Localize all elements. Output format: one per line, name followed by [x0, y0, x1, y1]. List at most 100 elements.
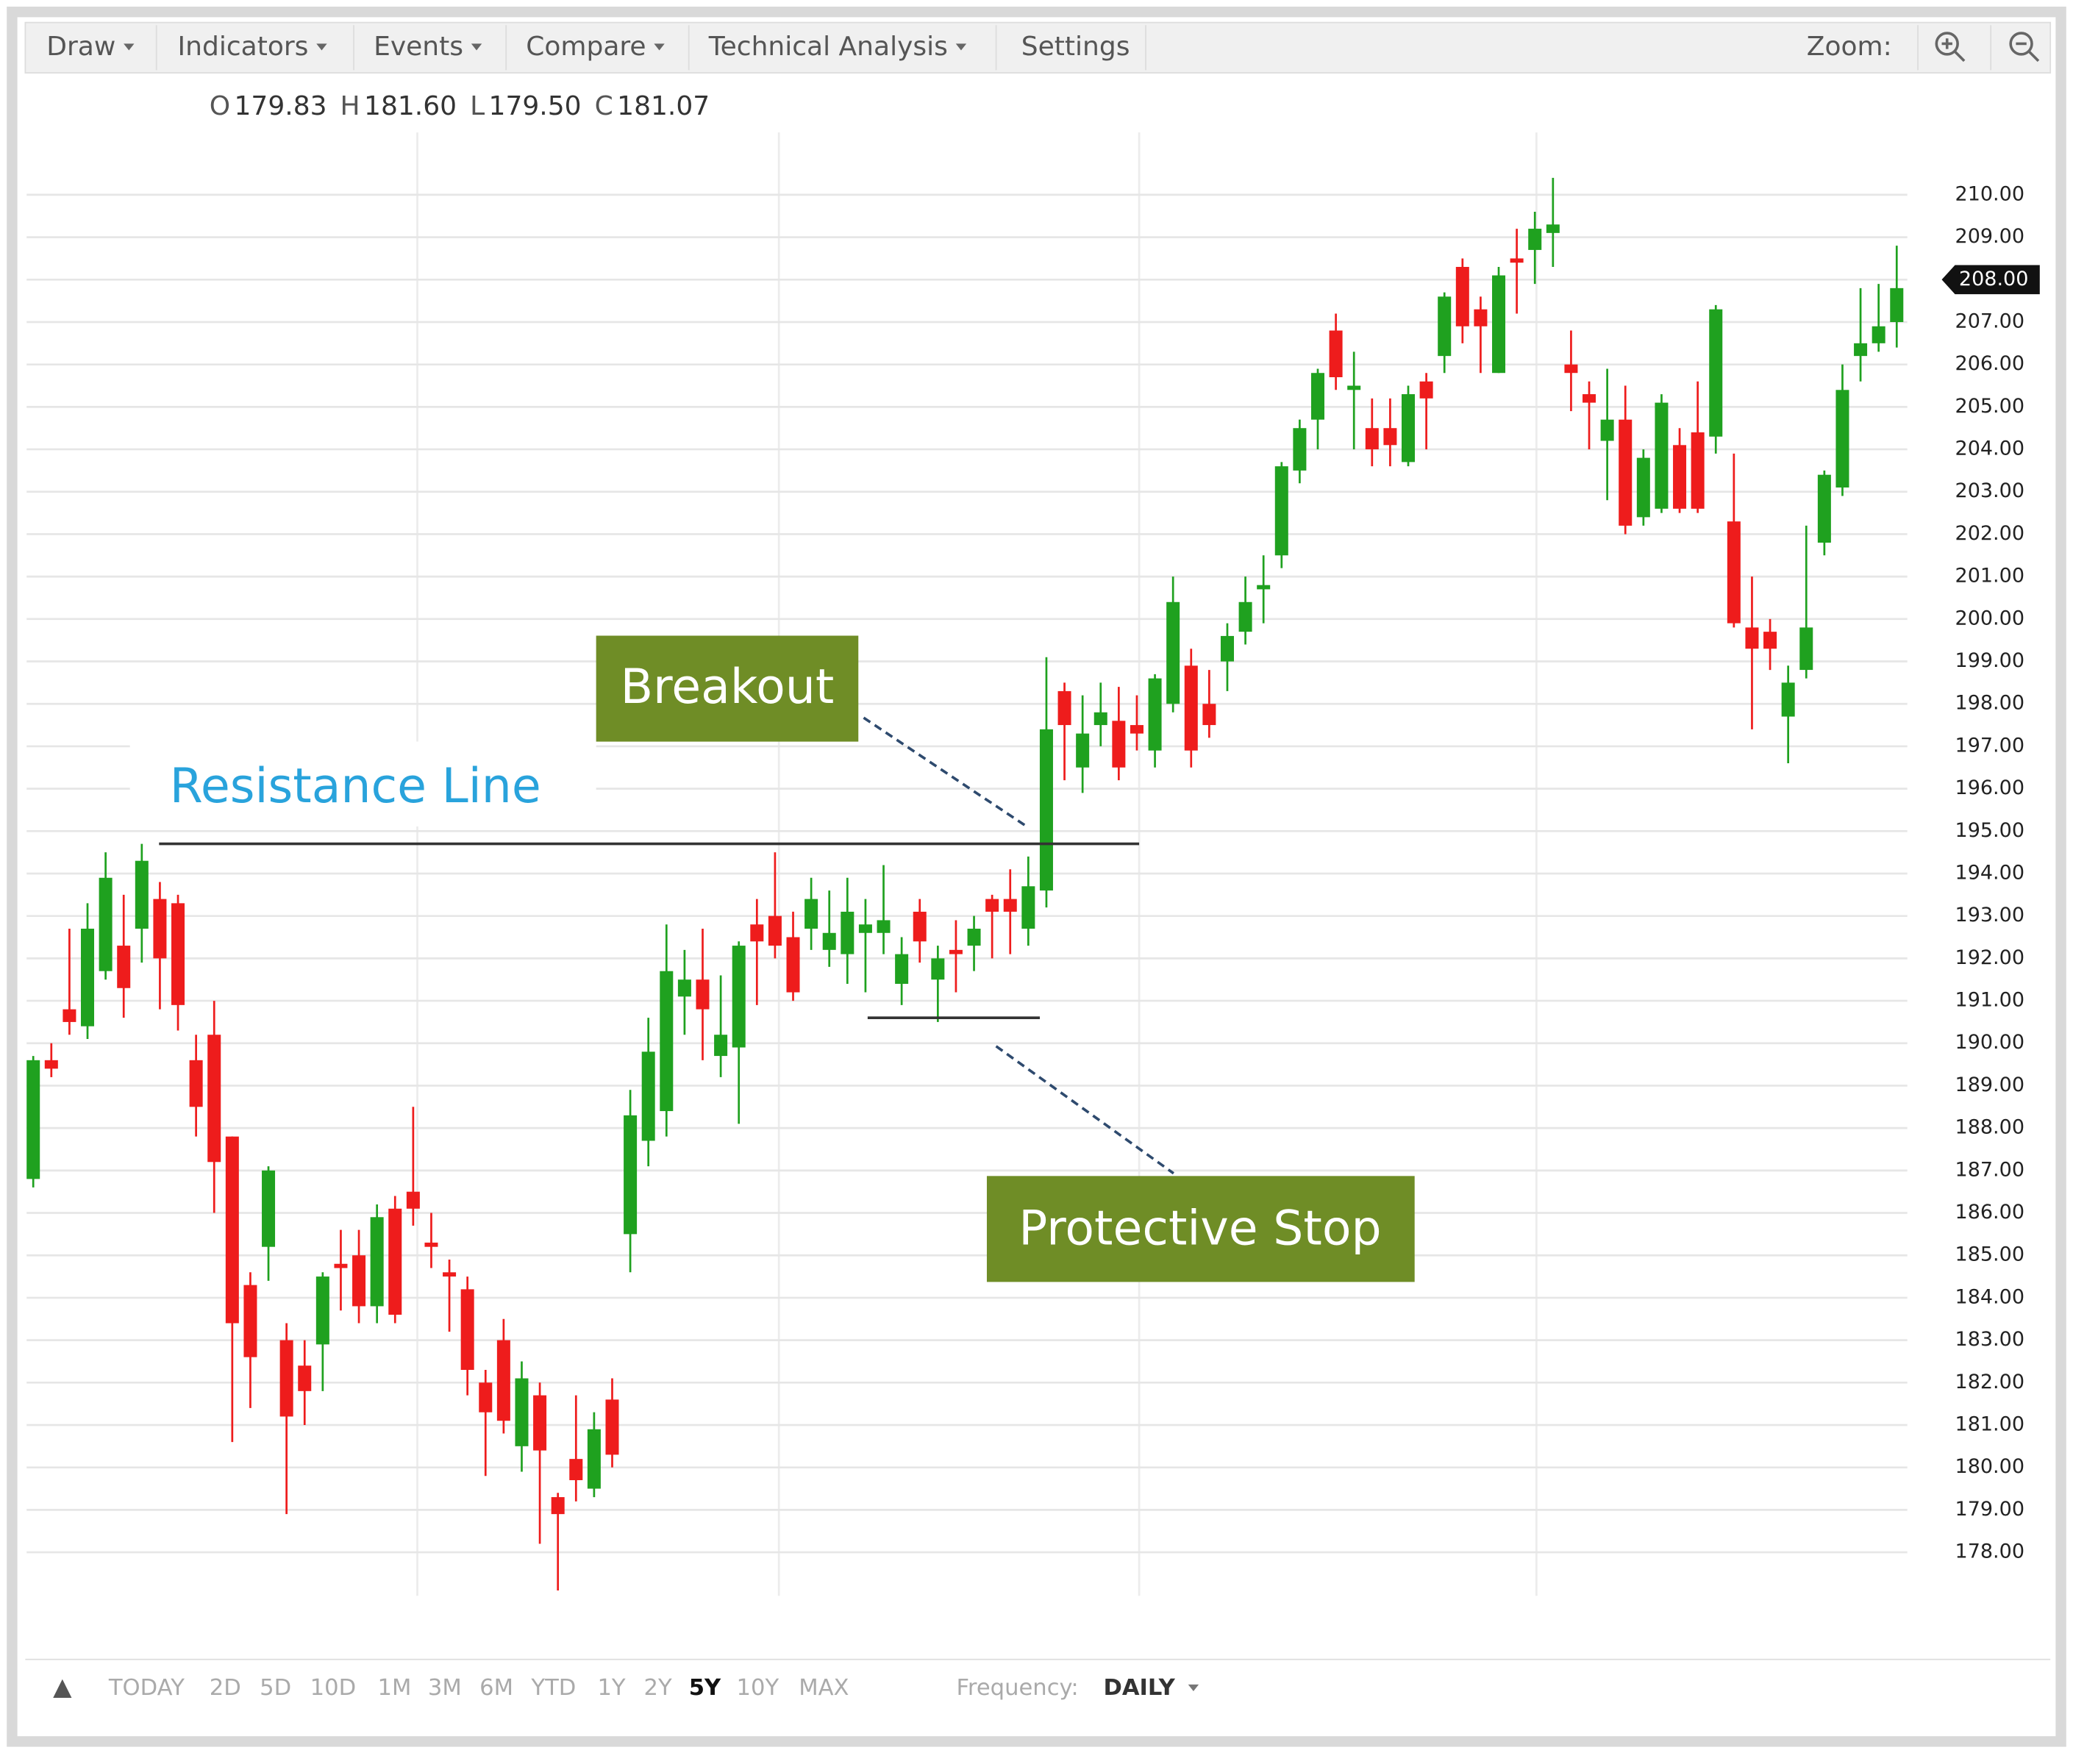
candle-body	[479, 1382, 493, 1413]
candle-body	[1184, 665, 1198, 751]
y-tick-label: 207.00	[1955, 310, 2024, 332]
candle-body	[1293, 428, 1307, 471]
dropdown-arrow	[124, 43, 135, 51]
candle-body	[1238, 601, 1252, 632]
candle-body	[388, 1208, 402, 1315]
candle-body	[768, 915, 782, 946]
y-tick-label: 180.00	[1955, 1455, 2024, 1478]
readout-value: 179.83	[235, 91, 327, 121]
candle-body	[1583, 394, 1596, 403]
zoom-out[interactable]	[2009, 32, 2040, 63]
candle-body	[1365, 428, 1379, 450]
candle-body	[99, 877, 113, 971]
dropdown-arrow	[955, 43, 967, 51]
range-button[interactable]: YTD	[530, 1675, 576, 1701]
candle-body	[1528, 229, 1542, 250]
candle-body	[298, 1365, 312, 1391]
candle-body	[153, 899, 167, 959]
y-tick-label: 202.00	[1955, 522, 2024, 545]
y-tick-label: 204.00	[1955, 438, 2024, 460]
candle-body	[1799, 627, 1813, 671]
y-tick-label: 182.00	[1955, 1371, 2024, 1393]
range-button[interactable]: 5D	[260, 1675, 291, 1701]
candle-body	[1130, 725, 1143, 734]
vertical-grid	[416, 132, 1538, 1596]
candle-body	[1763, 632, 1777, 649]
y-tick-label: 178.00	[1955, 1540, 2024, 1563]
candle-body	[1492, 275, 1506, 374]
candle-body	[1546, 224, 1560, 233]
candle-body	[1727, 521, 1741, 624]
candle-body	[1890, 288, 1904, 322]
candle-body	[135, 860, 149, 929]
candle-body	[496, 1340, 510, 1421]
dropdown-arrow	[654, 43, 665, 51]
candle-body	[569, 1459, 583, 1480]
candle-body	[750, 924, 764, 942]
toolbar	[24, 21, 2052, 74]
connector	[863, 716, 1027, 828]
candle-body	[1419, 381, 1433, 399]
candle-body	[841, 911, 854, 954]
candle-body	[1402, 394, 1416, 463]
range-button[interactable]: TODAY	[108, 1675, 185, 1701]
y-tick-label: 199.00	[1955, 649, 2024, 672]
candle-body	[822, 932, 836, 950]
range-button[interactable]: 6M	[479, 1675, 513, 1701]
y-tick-label: 196.00	[1955, 776, 2024, 799]
menu-item[interactable]: Events	[374, 32, 463, 62]
y-tick-label: 198.00	[1955, 692, 2024, 715]
candle-body	[533, 1395, 547, 1451]
candle-body	[1148, 678, 1162, 751]
last-price-badge	[1941, 265, 2040, 295]
candle-body	[1003, 899, 1017, 912]
y-tick-label: 200.00	[1955, 607, 2024, 629]
menu-item[interactable]: Draw	[46, 32, 115, 62]
candle-body	[1310, 373, 1325, 420]
range-button[interactable]: 3M	[428, 1675, 462, 1701]
range-button[interactable]: 5Y	[689, 1675, 721, 1701]
collapse-toggle[interactable]	[53, 1679, 72, 1698]
y-tick-label: 188.00	[1955, 1116, 2024, 1139]
dropdown-arrow	[316, 43, 327, 51]
y-tick-label: 193.00	[1955, 904, 2024, 926]
candle-body	[786, 937, 800, 993]
candle-body	[551, 1497, 565, 1515]
menu-item[interactable]: Indicators	[178, 32, 309, 62]
candle-body	[605, 1399, 619, 1455]
frequency[interactable]: DAILY	[1103, 1675, 1175, 1701]
stop-box	[986, 1176, 1415, 1282]
candle-body	[1220, 635, 1234, 662]
menu-item[interactable]: Technical Analysis	[708, 32, 948, 62]
candle-body	[370, 1217, 384, 1307]
range-button[interactable]: 1M	[377, 1675, 411, 1701]
range-button[interactable]: MAX	[799, 1675, 849, 1701]
candle-body	[1564, 364, 1578, 374]
candle-body	[1817, 474, 1831, 543]
y-tick-label: 191.00	[1955, 989, 2024, 1012]
range-button[interactable]: 10Y	[737, 1675, 779, 1701]
readout-label: H	[340, 91, 360, 121]
annotations: Resistance Line Breakout Protective Stop	[129, 635, 1415, 1282]
y-tick-label: 189.00	[1955, 1074, 2024, 1096]
y-tick-label: 210.00	[1955, 182, 2024, 205]
range-button[interactable]: 2D	[210, 1675, 241, 1701]
breakout-label: Breakout	[621, 660, 835, 715]
candle-body	[895, 954, 909, 984]
candle-body	[1093, 712, 1107, 726]
zoom-in[interactable]	[1935, 32, 1966, 63]
range-button[interactable]: 2Y	[643, 1675, 671, 1701]
candle-body	[660, 971, 674, 1112]
range-button[interactable]: 10D	[310, 1675, 357, 1701]
candle-body	[117, 946, 131, 988]
candle-body	[1112, 721, 1126, 768]
readout-label: O	[210, 91, 230, 121]
candle-body	[858, 924, 872, 933]
frame	[7, 7, 2066, 1747]
range-button[interactable]: 1Y	[597, 1675, 625, 1701]
menu-item[interactable]: Settings	[1021, 32, 1130, 62]
candle-body	[1329, 330, 1343, 377]
menu-item[interactable]: Compare	[526, 32, 646, 62]
breakout-box	[596, 635, 859, 742]
